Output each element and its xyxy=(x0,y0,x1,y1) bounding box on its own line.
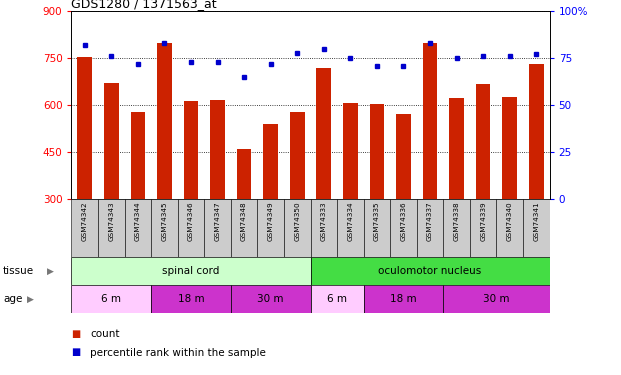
Bar xyxy=(157,42,171,199)
Bar xyxy=(231,285,310,313)
Text: GSM74340: GSM74340 xyxy=(507,202,513,241)
Text: GSM74342: GSM74342 xyxy=(82,202,88,241)
Bar xyxy=(204,199,231,257)
Text: GSM74338: GSM74338 xyxy=(453,202,460,241)
Text: GSM74336: GSM74336 xyxy=(401,202,407,241)
Bar xyxy=(310,199,337,257)
Text: GSM74347: GSM74347 xyxy=(214,202,220,241)
Bar xyxy=(184,101,198,199)
Text: ▶: ▶ xyxy=(47,267,54,276)
Text: 18 m: 18 m xyxy=(390,294,417,304)
Bar xyxy=(343,102,358,199)
Bar xyxy=(231,199,257,257)
Bar xyxy=(130,112,145,199)
Text: GSM74343: GSM74343 xyxy=(108,202,114,241)
Text: GSM74348: GSM74348 xyxy=(241,202,247,241)
Bar xyxy=(417,199,443,257)
Bar xyxy=(284,199,310,257)
Bar xyxy=(450,98,464,199)
Bar xyxy=(396,114,410,199)
Bar xyxy=(151,285,231,313)
Text: tissue: tissue xyxy=(3,266,34,276)
Text: 6 m: 6 m xyxy=(101,294,121,304)
Bar xyxy=(364,285,443,313)
Bar xyxy=(369,104,384,199)
Bar xyxy=(237,149,252,199)
Text: GSM74341: GSM74341 xyxy=(533,202,539,241)
Bar xyxy=(423,42,437,199)
Text: GSM74335: GSM74335 xyxy=(374,202,380,241)
Text: spinal cord: spinal cord xyxy=(162,266,220,276)
Text: GSM74346: GSM74346 xyxy=(188,202,194,241)
Bar xyxy=(263,124,278,199)
Bar xyxy=(71,257,310,285)
Bar xyxy=(443,199,470,257)
Bar xyxy=(211,100,225,199)
Bar xyxy=(529,64,543,199)
Text: ■: ■ xyxy=(71,348,81,357)
Bar xyxy=(390,199,417,257)
Bar xyxy=(337,199,364,257)
Bar xyxy=(178,199,204,257)
Bar xyxy=(443,285,550,313)
Text: GSM74333: GSM74333 xyxy=(321,202,327,241)
Bar xyxy=(310,285,364,313)
Text: ▶: ▶ xyxy=(27,295,34,304)
Bar xyxy=(476,84,491,199)
Bar xyxy=(71,199,98,257)
Bar xyxy=(257,199,284,257)
Text: GSM74337: GSM74337 xyxy=(427,202,433,241)
Text: GSM74345: GSM74345 xyxy=(161,202,168,241)
Bar xyxy=(317,68,331,199)
Bar xyxy=(523,199,550,257)
Text: count: count xyxy=(90,329,120,339)
Text: 30 m: 30 m xyxy=(257,294,284,304)
Bar xyxy=(364,199,390,257)
Bar xyxy=(310,257,550,285)
Text: GSM74349: GSM74349 xyxy=(268,202,274,241)
Text: 30 m: 30 m xyxy=(483,294,510,304)
Text: GDS1280 / 1371563_at: GDS1280 / 1371563_at xyxy=(71,0,217,10)
Text: GSM74339: GSM74339 xyxy=(480,202,486,241)
Bar xyxy=(502,97,517,199)
Bar xyxy=(151,199,178,257)
Bar xyxy=(104,82,119,199)
Text: oculomotor nucleus: oculomotor nucleus xyxy=(378,266,482,276)
Text: 18 m: 18 m xyxy=(178,294,204,304)
Bar xyxy=(290,112,304,199)
Text: GSM74344: GSM74344 xyxy=(135,202,141,241)
Bar xyxy=(78,57,92,199)
Text: GSM74334: GSM74334 xyxy=(347,202,353,241)
Text: percentile rank within the sample: percentile rank within the sample xyxy=(90,348,266,357)
Bar xyxy=(496,199,523,257)
Bar xyxy=(98,199,125,257)
Bar xyxy=(125,199,151,257)
Text: 6 m: 6 m xyxy=(327,294,347,304)
Bar xyxy=(470,199,496,257)
Text: GSM74350: GSM74350 xyxy=(294,202,300,241)
Bar xyxy=(71,285,151,313)
Text: ■: ■ xyxy=(71,329,81,339)
Text: age: age xyxy=(3,294,22,304)
